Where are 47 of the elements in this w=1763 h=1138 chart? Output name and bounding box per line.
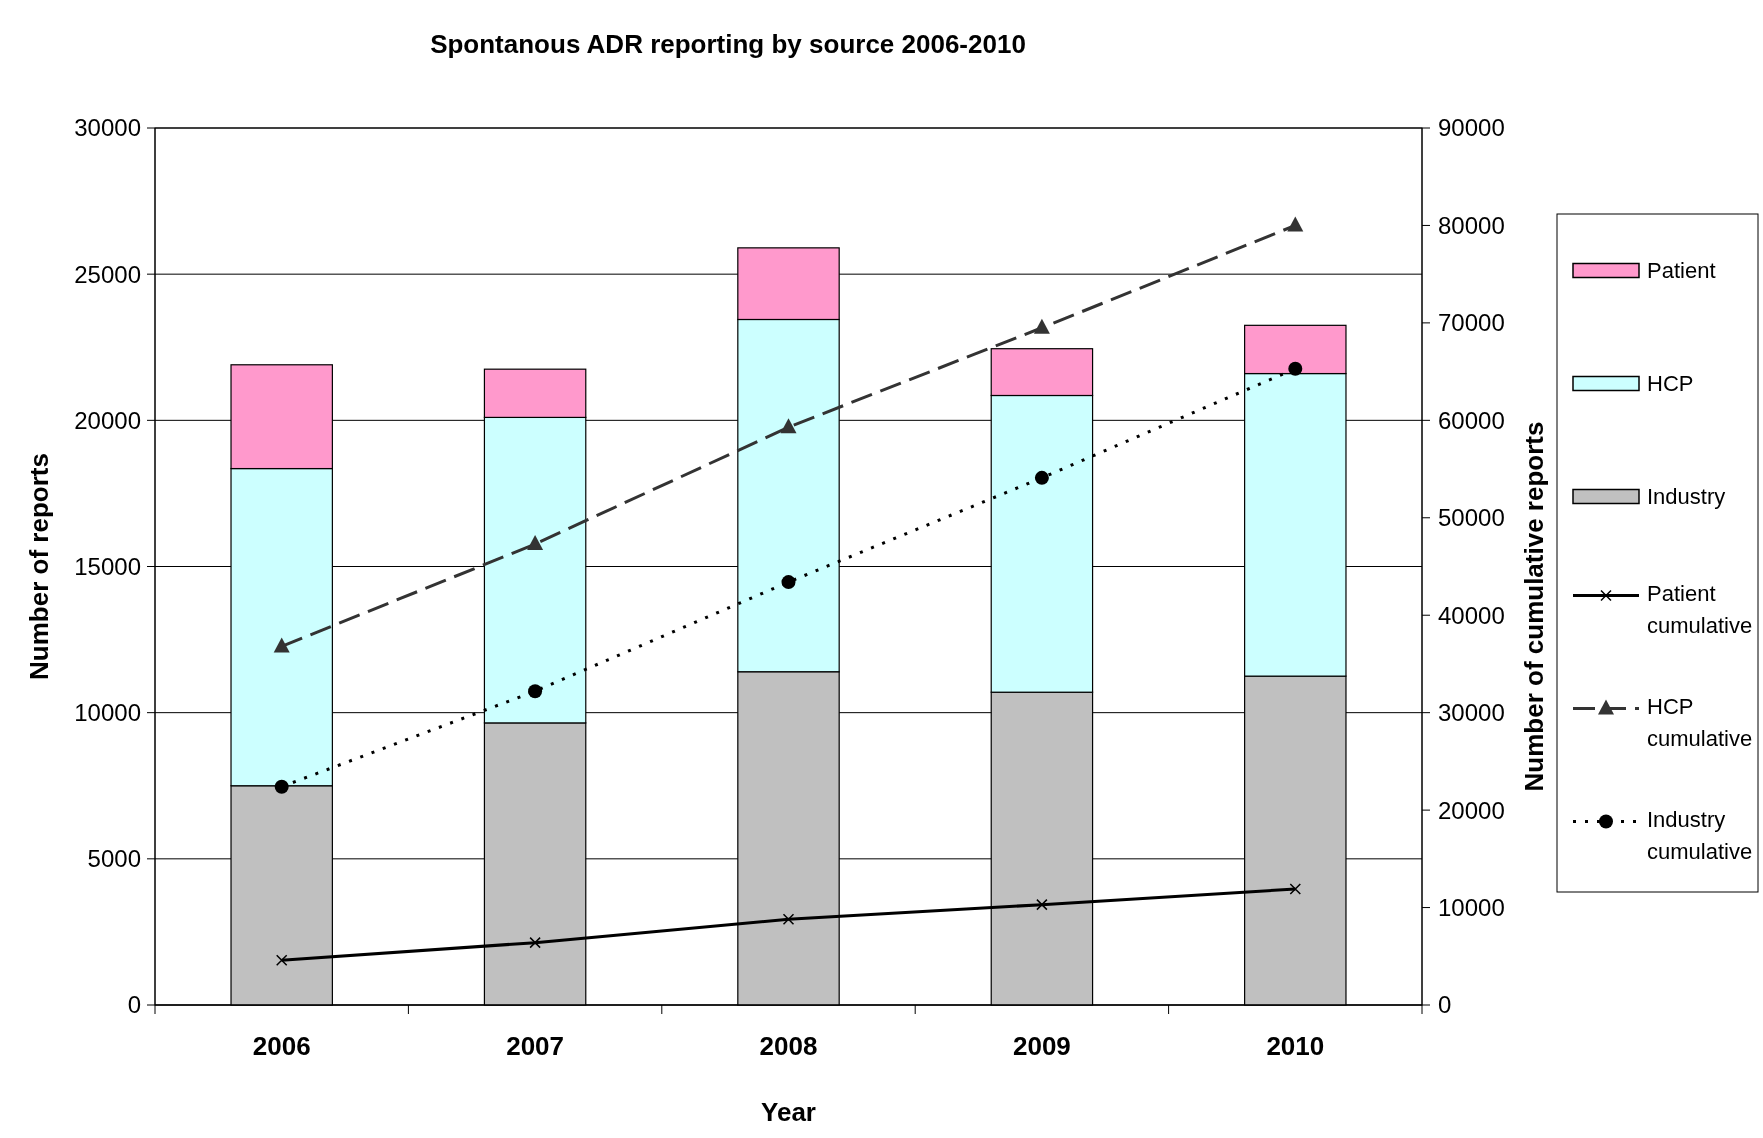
x-tick-label: 2008 [759,1031,818,1061]
y2-tick-label: 90000 [1438,114,1505,142]
y2-tick-label: 30000 [1438,699,1505,727]
y-tick-label: 10000 [74,699,141,727]
x-tick-label: 2010 [1266,1031,1325,1061]
y-tick-label: 25000 [74,260,141,288]
y2-tick-label: 70000 [1438,309,1505,337]
point [1033,318,1050,334]
legend-label: Patient [1647,258,1716,284]
point [274,779,289,794]
legend-label: Industry [1647,484,1726,510]
y2-tick-label: 50000 [1438,504,1505,532]
y2-tick-label: 0 [1438,991,1452,1019]
y-tick-label: 15000 [74,552,141,580]
point [527,535,544,551]
point [1287,216,1304,232]
legend-label: Patient cumulative [1647,581,1753,639]
y2-tick-label: 80000 [1438,211,1505,239]
chart-title: Spontanous ADR reporting by source 2006-2010 [430,29,1026,59]
point [273,637,290,653]
point [529,936,541,949]
x-tick-label: 2006 [252,1031,311,1061]
y2-axis-title: Number of cumulative reports [1519,421,1549,792]
point [780,418,797,434]
y-tick-label: 0 [127,991,141,1019]
legend-label: Industry cumulative [1647,807,1753,865]
y2-tick-label: 10000 [1438,893,1505,921]
point [275,954,288,966]
point [1034,470,1049,485]
point [781,575,796,590]
point [1036,898,1048,911]
y-axis-title: Number of reports [24,453,54,680]
y-tick-label: 30000 [74,114,141,142]
y2-tick-label: 60000 [1438,406,1505,434]
y-tick-label: 20000 [74,406,141,434]
point [528,684,543,699]
y2-tick-label: 40000 [1438,601,1505,629]
point [1288,361,1303,376]
y2-tick-label: 20000 [1438,796,1505,824]
x-axis-title: Year [761,1097,816,1127]
x-tick-label: 2007 [506,1031,565,1061]
x-tick-label: 2009 [1012,1031,1071,1061]
legend-label: HCP [1647,371,1694,397]
point [1289,883,1302,895]
point [782,913,795,925]
y-tick-label: 5000 [87,845,141,873]
legend-label: HCP cumulative [1647,694,1753,752]
